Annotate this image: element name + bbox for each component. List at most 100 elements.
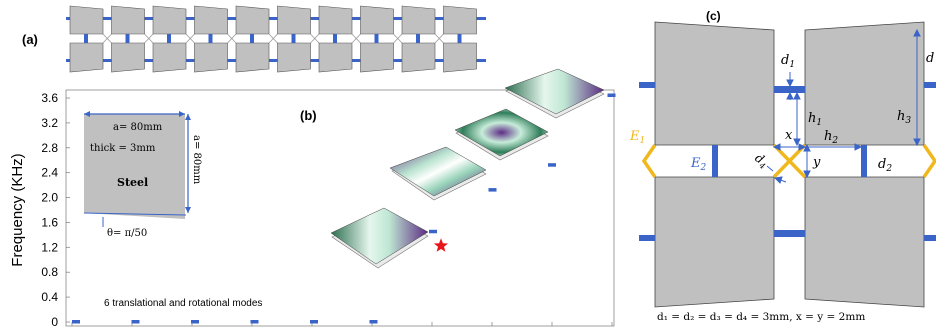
block-bottom-left — [654, 176, 775, 308]
y-tick-label: 3.6 — [41, 91, 58, 105]
bottom-note: 6 translational and rotational modes — [104, 298, 262, 309]
unit-cell-bottom — [401, 42, 436, 73]
unit-cell-bottom — [235, 42, 270, 73]
angle-line — [83, 212, 187, 216]
unit-cell-bottom — [277, 42, 311, 73]
y-tick-label: 3.2 — [41, 116, 58, 130]
cross-link — [144, 33, 154, 44]
connector-d1 — [774, 86, 805, 93]
vertical-connector — [457, 34, 462, 43]
e1-label: E1 — [629, 129, 645, 146]
unit-cell-top — [152, 5, 187, 35]
block-top-right — [804, 21, 925, 146]
mode-marker — [72, 320, 80, 324]
vertical-connector — [416, 34, 420, 43]
cross-link — [310, 33, 320, 44]
arrow-left-icon — [84, 111, 90, 117]
h1-label: h1 — [808, 111, 822, 128]
vertical-connector — [84, 34, 88, 43]
material-label: Steel — [117, 176, 148, 189]
cross-link — [185, 33, 195, 44]
panel-b: 0 0.4 0.8 1.2 1.6 2.0 2.4 2.8 3.2 3.6 Frequency (… — [9, 68, 616, 329]
h2-label: h2 — [824, 129, 838, 146]
connector-right-bottom — [924, 235, 936, 241]
thickness-label: thick = 3mm — [90, 143, 156, 154]
d1-label: d1 — [781, 53, 795, 70]
y-axis-ticks: 0 0.4 0.8 1.2 1.6 2.0 2.4 2.8 3.2 3.6 — [41, 91, 70, 329]
unit-cell-bottom — [111, 42, 145, 73]
unit-cell-bottom — [69, 42, 104, 73]
plot-frame — [65, 89, 615, 327]
block-bottom-right — [804, 176, 925, 308]
mode-marker — [250, 320, 259, 324]
panel-b-label: (b) — [300, 108, 317, 123]
yellow-cross-connectors — [641, 143, 936, 179]
y-tick-label: 2.4 — [41, 166, 58, 180]
mode-shape-3 — [454, 108, 549, 161]
dimension-arrows — [766, 28, 921, 184]
cross-link — [102, 33, 112, 44]
y-tick-label: 2.8 — [41, 141, 58, 155]
mode-shape-1 — [330, 207, 429, 269]
unit-cell-bottom — [152, 42, 187, 73]
mode-marker — [131, 320, 140, 324]
mode-marker — [369, 320, 378, 324]
connector-e2 — [712, 145, 718, 177]
unit-cell-top — [277, 5, 311, 35]
cross-link — [268, 33, 278, 44]
dim-a-vertical: a= 80mm — [191, 135, 202, 185]
panel-c-caption: d₁ = d₂ = d₃ = d₄ = 3mm, x = y = 2mm — [657, 311, 865, 323]
unit-cell-bottom — [318, 42, 353, 73]
mode-marker — [548, 163, 556, 167]
mode-shape-4 — [504, 68, 605, 119]
vertical-connector — [374, 34, 379, 43]
y-tick-label: 0.4 — [41, 290, 58, 304]
mode-marker — [488, 188, 497, 192]
mode-markers — [72, 93, 616, 324]
unit-cell-top — [318, 5, 353, 35]
y-tick-label: 1.6 — [41, 215, 58, 229]
arrow-down-icon — [185, 207, 191, 213]
inset-plate: a= 80mm a= 80mm thick = 3mm Steel θ= π/5… — [83, 111, 202, 239]
d-top-right-label: d — [926, 51, 934, 66]
block-top-left — [654, 21, 775, 146]
y-tick-label: 1.2 — [41, 240, 58, 254]
unit-cell-top — [235, 5, 270, 35]
cross-link — [227, 33, 237, 44]
unit-cell-top — [69, 5, 104, 35]
dim-a-horizontal: a= 80mm — [113, 122, 163, 133]
y-tick-label: 0 — [51, 315, 58, 329]
d2-label: d2 — [878, 157, 892, 174]
y-label: y — [812, 155, 821, 170]
y-tick-label: 0.8 — [41, 265, 58, 279]
panel-c-label: (c) — [706, 9, 721, 23]
mode-marker — [429, 229, 437, 234]
vertical-connector — [250, 34, 254, 43]
y-axis-label: Frequency (KHz) — [9, 153, 26, 266]
unit-cell-top — [443, 5, 477, 35]
angle-label: θ= π/50 — [107, 228, 147, 239]
connector-d2 — [861, 145, 867, 177]
d4-label: d4 — [751, 151, 771, 171]
vertical-connector — [208, 34, 213, 43]
panel-a: (a) — [22, 5, 486, 73]
unit-cell-bottom — [360, 42, 394, 73]
h3-label: h3 — [897, 109, 911, 126]
unit-cell-bottom — [194, 42, 228, 73]
vertical-connector — [291, 34, 296, 43]
mode-shape-2 — [389, 146, 487, 201]
vertical-connector — [167, 34, 171, 43]
unit-cell-top — [194, 5, 228, 35]
connector-left-bottom — [639, 235, 655, 241]
star-icon — [433, 238, 449, 252]
unit-cell-row — [69, 5, 477, 73]
bottom-connector-line — [66, 59, 486, 62]
vertical-connector — [333, 34, 337, 43]
x-axis-ticks — [71, 322, 613, 326]
unit-cell-top — [111, 5, 145, 35]
arrow-right-icon — [179, 111, 185, 117]
steel-plate — [84, 114, 185, 213]
mode-marker — [310, 320, 318, 324]
cross-link — [434, 33, 444, 44]
